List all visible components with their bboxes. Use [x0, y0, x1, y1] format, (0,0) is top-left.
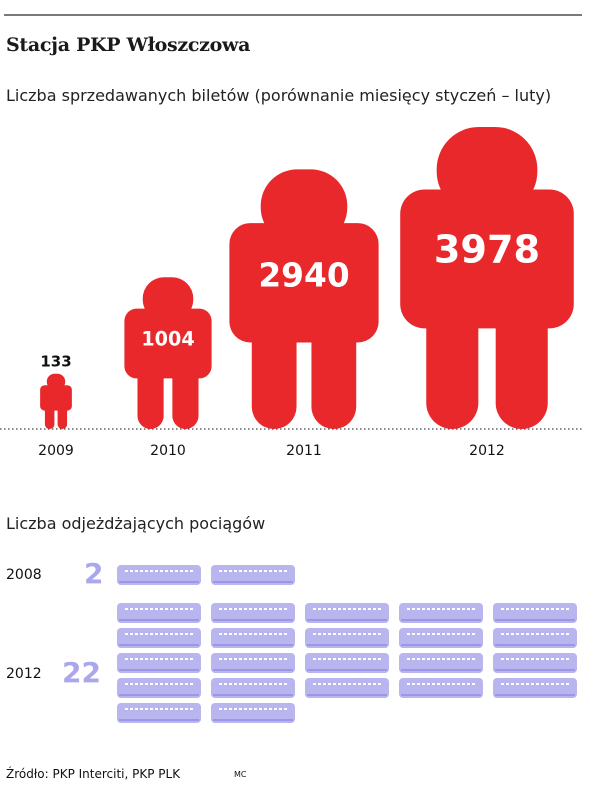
train-icon: [493, 678, 577, 698]
train-icon: [305, 628, 389, 648]
person-icon: [400, 127, 574, 429]
top-rule: [4, 14, 582, 16]
train-icon: [211, 703, 295, 723]
train-icon: [117, 603, 201, 623]
train-icon: [211, 565, 295, 585]
author-initials: MC: [234, 770, 247, 779]
train-icon: [399, 628, 483, 648]
train-count: 22: [62, 656, 101, 689]
person-icon: [229, 169, 379, 429]
train-icon: [117, 653, 201, 673]
train-icon: [211, 603, 295, 623]
train-icon: [399, 653, 483, 673]
year-label: 2012: [6, 666, 42, 682]
person-icon: [124, 277, 212, 429]
person-icon: [40, 373, 72, 429]
train-count: 2: [84, 557, 103, 590]
source-note: Źródło: PKP Interciti, PKP PLK: [6, 767, 181, 781]
value-label: 1004: [141, 328, 194, 351]
tickets-subtitle: Liczba sprzedawanych biletów (porównanie…: [6, 86, 552, 105]
page-title: Stacja PKP Włoszczowa: [6, 34, 251, 56]
train-icon: [493, 653, 577, 673]
train-icon: [117, 565, 201, 585]
value-label: 133: [40, 352, 71, 370]
train-icon: [493, 603, 577, 623]
value-label: 3978: [434, 228, 540, 272]
train-icon: [211, 678, 295, 698]
tickets-chart: 133 2009 1004 2010 2940 2011 3978 2012: [0, 127, 582, 459]
train-icon: [493, 628, 577, 648]
train-icon: [305, 678, 389, 698]
train-icon: [305, 603, 389, 623]
train-icon: [117, 628, 201, 648]
year-label: 2008: [6, 567, 42, 583]
trains-chart: 2008 2 2012 22: [6, 557, 577, 723]
train-icon: [117, 703, 201, 723]
train-icon: [211, 653, 295, 673]
year-label: 2012: [469, 443, 505, 459]
year-label: 2009: [38, 443, 74, 459]
value-label: 2940: [258, 256, 349, 294]
year-label: 2010: [150, 443, 186, 459]
year-label: 2011: [286, 443, 322, 459]
train-icon: [399, 678, 483, 698]
train-icon: [305, 653, 389, 673]
trains-subtitle: Liczba odjeżdżających pociągów: [6, 514, 266, 533]
train-icon: [117, 678, 201, 698]
train-icon: [211, 628, 295, 648]
train-icon: [399, 603, 483, 623]
